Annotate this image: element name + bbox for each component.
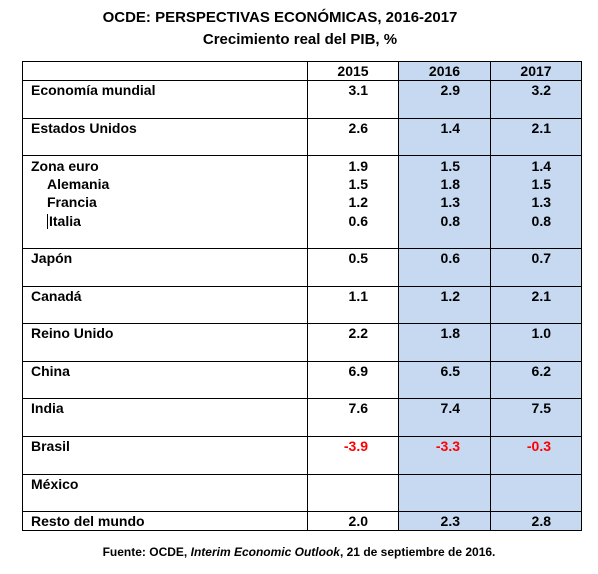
footnote-publication: Interim Economic Outlook	[190, 545, 340, 559]
value-2015: 6.9	[307, 361, 399, 381]
row-label: India	[22, 398, 308, 418]
header-2015: 2015	[307, 60, 399, 82]
value-2017: 0.7	[490, 248, 582, 268]
header-label-cell	[22, 60, 308, 82]
spacer-row	[22, 342, 582, 362]
spacer-row	[22, 455, 582, 475]
source-footnote: Fuente: OCDE, Interim Economic Outlook, …	[0, 545, 598, 559]
value-2016: 2.3	[398, 511, 491, 532]
table-row: Japón 0.5 0.6 0.7	[22, 248, 582, 268]
spacer-row	[22, 137, 582, 157]
value-2015: 2.6	[307, 118, 399, 138]
table-row: India 7.6 7.4 7.5	[22, 398, 582, 418]
value-2017: 1.5	[490, 174, 582, 194]
value-2016: 1.8	[398, 174, 491, 194]
table-row: Alemania 1.5 1.8 1.5	[22, 174, 582, 194]
table-row: Estados Unidos 2.6 1.4 2.1	[22, 118, 582, 138]
value-2015: 0.5	[307, 248, 399, 268]
row-label: Francia	[22, 193, 308, 212]
value-2017: 1.4	[490, 155, 582, 175]
spacer-row	[22, 492, 582, 513]
value-2017: -0.3	[490, 436, 582, 456]
value-2015: 1.9	[307, 155, 399, 175]
row-label: Japón	[22, 248, 308, 268]
spacer-row	[22, 229, 582, 249]
value-2015: 1.5	[307, 174, 399, 194]
spacer-row	[22, 304, 582, 325]
value-2017: 2.1	[490, 286, 582, 305]
value-2017: 6.2	[490, 361, 582, 381]
value-2017: 1.3	[490, 193, 582, 212]
row-label: Alemania	[22, 174, 308, 194]
row-label: Economía mundial	[22, 80, 308, 100]
table-row: Brasil -3.9 -3.3 -0.3	[22, 436, 582, 456]
spacer-row	[22, 267, 582, 287]
row-label: Resto del mundo	[22, 511, 308, 532]
value-2017: 7.5	[490, 398, 582, 418]
value-2016: 0.6	[398, 248, 491, 268]
row-label-with-cursor[interactable]: Italia	[22, 211, 308, 230]
value-2016: 1.4	[398, 118, 491, 138]
value-2015: 1.2	[307, 193, 399, 212]
table-row: Resto del mundo 2.0 2.3 2.8	[22, 511, 582, 532]
value-2016: 2.9	[398, 80, 491, 100]
spacer-row	[22, 380, 582, 400]
header-row: 2015 2016 2017	[22, 60, 582, 82]
table-row: México	[22, 474, 582, 493]
value-2015	[307, 474, 399, 493]
value-2017: 2.8	[490, 511, 582, 532]
value-2017: 3.2	[490, 80, 582, 100]
value-2016: 1.5	[398, 155, 491, 175]
table-row: Reino Unido 2.2 1.8 1.0	[22, 323, 582, 343]
value-2017: 0.8	[490, 211, 582, 230]
value-2015: -3.9	[307, 436, 399, 456]
table-row: China 6.9 6.5 6.2	[22, 361, 582, 381]
value-2015: 3.1	[307, 80, 399, 100]
row-label: Reino Unido	[22, 323, 308, 343]
value-2016: -3.3	[398, 436, 491, 456]
table-row: Zona euro 1.9 1.5 1.4	[22, 155, 582, 175]
value-2016: 1.3	[398, 193, 491, 212]
value-2015: 2.2	[307, 323, 399, 343]
table-row: Francia 1.2 1.3 1.3	[22, 193, 582, 212]
value-2015: 0.6	[307, 211, 399, 230]
row-label: Estados Unidos	[22, 118, 308, 138]
value-2015: 2.0	[307, 511, 399, 532]
row-label: Zona euro	[22, 155, 308, 175]
spacer-row	[22, 417, 582, 437]
value-2017: 2.1	[490, 118, 582, 138]
value-2016: 1.2	[398, 286, 491, 305]
value-2015: 7.6	[307, 398, 399, 418]
table-row: Economía mundial 3.1 2.9 3.2	[22, 80, 582, 100]
row-label: México	[22, 474, 308, 493]
row-label: China	[22, 361, 308, 381]
text-cursor	[47, 214, 48, 230]
row-label: Italia	[49, 212, 81, 229]
row-label: Brasil	[22, 436, 308, 456]
value-2017: 1.0	[490, 323, 582, 343]
gdp-table: 2015 2016 2017 Economía mundial 3.1 2.9 …	[22, 60, 582, 532]
value-2016: 0.8	[398, 211, 491, 230]
value-2017	[490, 474, 582, 493]
spacer-row	[22, 99, 582, 119]
value-2016	[398, 474, 491, 493]
value-2016: 6.5	[398, 361, 491, 381]
row-label: Canadá	[22, 286, 308, 305]
value-2016: 7.4	[398, 398, 491, 418]
footnote-prefix: Fuente: OCDE,	[102, 545, 191, 559]
value-2016: 1.8	[398, 323, 491, 343]
page-title: OCDE: PERSPECTIVAS ECONÓMICAS, 2016-2017	[102, 9, 458, 26]
header-2017: 2017	[490, 60, 582, 82]
header-2016: 2016	[398, 60, 491, 82]
page-subtitle: Crecimiento real del PIB, %	[202, 31, 398, 48]
footnote-suffix: , 21 de septiembre de 2016.	[339, 545, 496, 559]
value-2015: 1.1	[307, 286, 399, 305]
table-row: Canadá 1.1 1.2 2.1	[22, 286, 582, 305]
table-row: Italia 0.6 0.8 0.8	[22, 211, 582, 230]
